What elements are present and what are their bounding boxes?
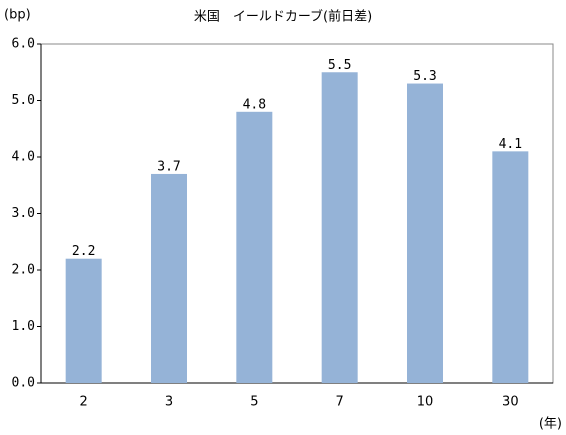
x-tick-label: 2: [80, 395, 88, 410]
data-label: 4.1: [499, 137, 522, 152]
bar: [492, 151, 529, 383]
data-label: 4.8: [243, 97, 266, 112]
x-tick-label: 7: [336, 395, 344, 410]
data-label: 3.7: [157, 159, 180, 174]
bar: [151, 173, 187, 383]
plot-frame: [40, 43, 554, 384]
x-tick-label: 30: [502, 395, 519, 410]
x-tick-label: 5: [250, 395, 258, 410]
y-tick-label: 1.0: [12, 319, 35, 334]
data-label: 5.3: [413, 69, 436, 84]
bar: [65, 258, 102, 383]
x-tick-label: 3: [165, 395, 173, 410]
y-tick-label: 3.0: [12, 206, 35, 221]
y-tick-label: 0.0: [12, 376, 35, 391]
bar: [236, 111, 273, 384]
y-tick-label: 2.0: [12, 263, 35, 278]
bar: [407, 83, 443, 384]
x-axis-label: (年): [539, 417, 562, 432]
bar: [321, 72, 358, 383]
data-label: 2.2: [72, 244, 95, 259]
data-label: 5.5: [328, 58, 351, 73]
y-tick-label: 6.0: [12, 37, 35, 52]
x-tick-label: 10: [417, 395, 434, 410]
y-axis-label: (bp): [4, 8, 31, 23]
chart-title: 米国 イールドカーブ(前日差): [194, 9, 372, 25]
y-tick-label: 5.0: [12, 93, 35, 108]
y-tick-label: 4.0: [12, 150, 35, 165]
